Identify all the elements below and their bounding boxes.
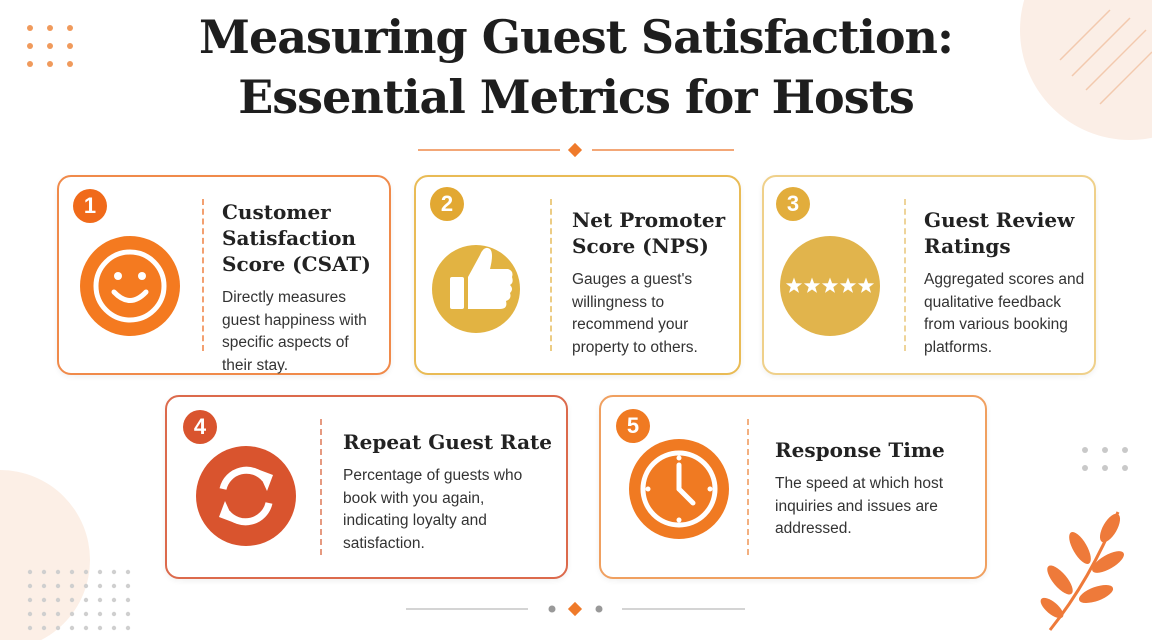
- dot: [27, 597, 33, 603]
- dot: [41, 583, 47, 589]
- dot: [55, 597, 61, 603]
- dot: [125, 597, 131, 603]
- dot: [55, 583, 61, 589]
- dot: [125, 625, 131, 631]
- dot: [83, 625, 89, 631]
- dot: [111, 611, 117, 617]
- card-title: Customer Satisfaction Score (CSAT): [222, 200, 371, 276]
- card-text: Repeat Guest Rate Percentage of guests w…: [343, 429, 553, 555]
- dot: [55, 625, 61, 631]
- dot: [41, 625, 47, 631]
- icon: [780, 236, 880, 336]
- divider: [550, 199, 552, 351]
- dot: [125, 583, 131, 589]
- card-description: Directly measures guest happiness with s…: [222, 289, 367, 374]
- card-text: Response Time The speed at which host in…: [775, 437, 965, 541]
- title: Essential Metrics for Hosts: [238, 70, 915, 124]
- card-title: Guest Review Ratings: [924, 208, 1075, 258]
- card-title: Response Time: [775, 438, 945, 462]
- dot: [111, 583, 117, 589]
- card-description: Aggregated scores and qualitative feedba…: [924, 271, 1085, 356]
- card-title: Repeat Guest Rate: [343, 430, 553, 454]
- dot: [97, 597, 103, 603]
- icon: [432, 245, 520, 333]
- dot: [69, 569, 75, 575]
- star: [821, 277, 839, 293]
- card: 3 Guest Review Ratings Aggregated scores…: [762, 175, 1096, 375]
- card: 1 Customer Satisfaction Score (CSAT) Dir…: [57, 175, 391, 375]
- star: [857, 277, 875, 293]
- dot: [111, 569, 117, 575]
- card: 4 Repeat Guest Rate Percentage of guests…: [165, 395, 568, 579]
- dot: [125, 569, 131, 575]
- dot: [83, 611, 89, 617]
- star: [839, 277, 857, 293]
- icon: [196, 446, 296, 546]
- dot: [97, 583, 103, 589]
- card-description: Percentage of guests who book with you a…: [343, 467, 523, 552]
- dot: [111, 625, 117, 631]
- card-description: The speed at which host inquiries and is…: [775, 475, 944, 537]
- card-text: Net Promoter Score (NPS) Gauges a guest'…: [572, 207, 732, 359]
- badge: 2: [430, 187, 464, 221]
- divider: [747, 419, 749, 555]
- badge: 1: [73, 189, 107, 223]
- dot: [55, 569, 61, 575]
- dot: [27, 569, 33, 575]
- divider: [202, 199, 204, 351]
- dot: [125, 611, 131, 617]
- card: 5 Response Time The speed at which host …: [599, 395, 987, 579]
- card-description: Gauges a guest's willingness to recommen…: [572, 271, 698, 356]
- badge: 4: [183, 410, 217, 444]
- dot: [27, 625, 33, 631]
- star: [803, 277, 821, 293]
- dot: [83, 583, 89, 589]
- dot: [41, 611, 47, 617]
- divider: [904, 199, 906, 351]
- icon: [629, 439, 729, 539]
- card: 2 Net Promoter Score (NPS) Gauges a gues…: [414, 175, 741, 375]
- dot: [27, 611, 33, 617]
- dot: [69, 611, 75, 617]
- card-text: Customer Satisfaction Score (CSAT) Direc…: [222, 199, 382, 377]
- badge: 3: [776, 187, 810, 221]
- dot: [41, 597, 47, 603]
- star: [785, 277, 803, 293]
- dot: [41, 569, 47, 575]
- dot: [111, 597, 117, 603]
- dot: [69, 597, 75, 603]
- dot: [27, 583, 33, 589]
- dot: [83, 569, 89, 575]
- dot: [69, 625, 75, 631]
- icon: [80, 236, 180, 336]
- badge: 5: [616, 409, 650, 443]
- dot: [55, 611, 61, 617]
- divider: [320, 419, 322, 555]
- card-text: Guest Review Ratings Aggregated scores a…: [924, 207, 1089, 359]
- card-title: Net Promoter Score (NPS): [572, 208, 726, 258]
- title: Measuring Guest Satisfaction:: [199, 10, 954, 64]
- dot: [69, 583, 75, 589]
- dot: [97, 569, 103, 575]
- dot: [97, 625, 103, 631]
- dot: [83, 597, 89, 603]
- dot: [97, 611, 103, 617]
